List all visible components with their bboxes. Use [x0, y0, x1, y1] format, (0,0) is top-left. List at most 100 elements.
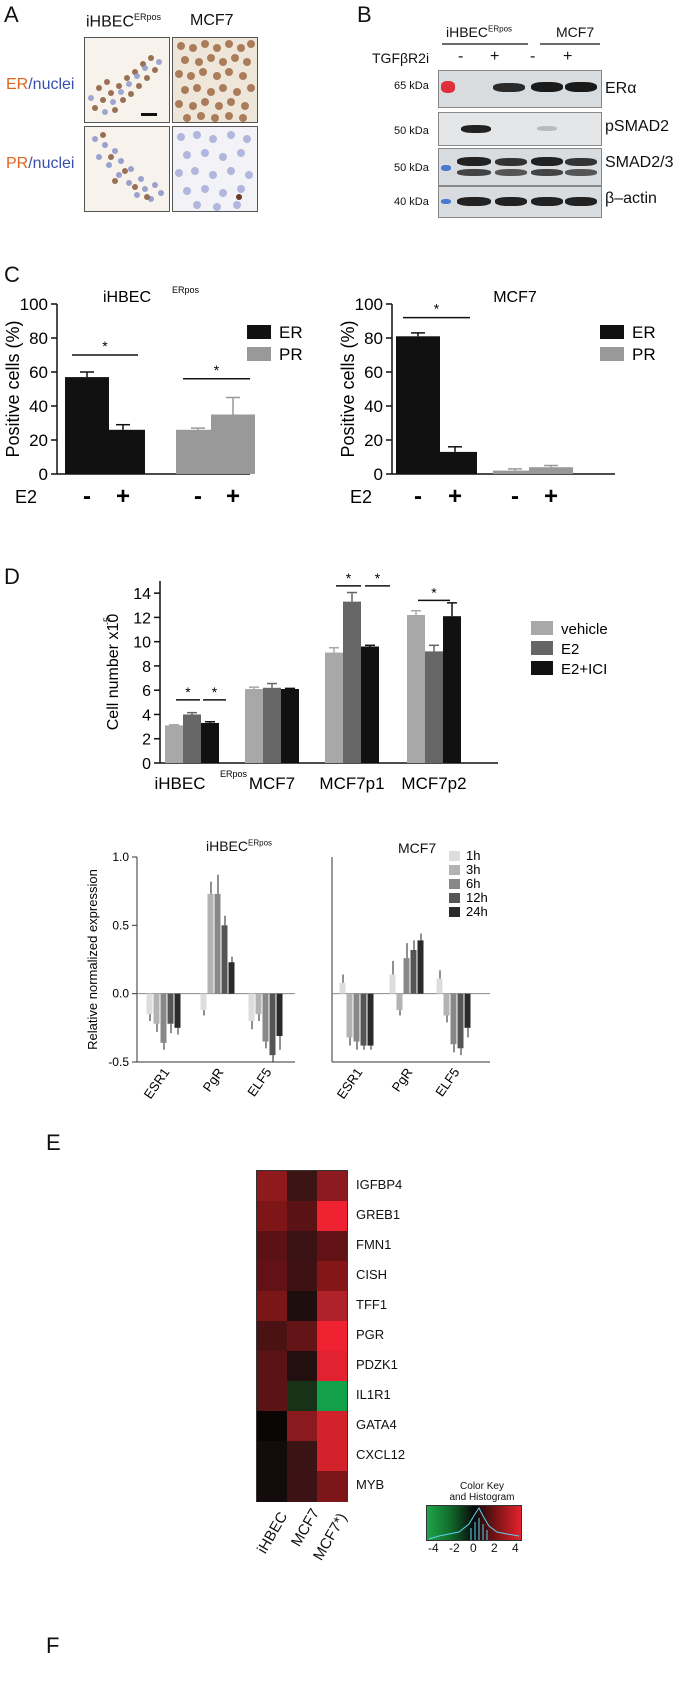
c-right-legend-label-ER: ER	[632, 323, 656, 342]
heatmap-gene-IGFBP4: IGFBP4	[356, 1177, 403, 1192]
e-left-bar-24h-PgR	[228, 962, 235, 994]
heatmap-cell-MYB-2	[317, 1471, 347, 1502]
c-left-title-text: iHBEC	[103, 289, 151, 306]
e-right-bar-6h-PgR	[403, 958, 410, 994]
d-legend-swatch-E2+ICI	[531, 661, 553, 675]
e-right-legend-swatch-12h	[449, 893, 460, 903]
e-title-left: iHBECERpos	[206, 838, 272, 854]
band-actin-3	[531, 197, 563, 206]
e-right-bar-6h-ELF5	[450, 993, 457, 1045]
row-label-er-marker: ER	[6, 76, 29, 93]
d-bar-E2+ICI-iHBEC	[201, 722, 219, 763]
d-ylabel-sup: -5	[102, 617, 112, 625]
micrograph-mcf7-er	[172, 37, 258, 123]
protein-actin: β–actin	[605, 190, 657, 207]
e-right-bar-12h-ELF5	[457, 993, 464, 1049]
micrograph-ihbec-pr-cells	[92, 132, 164, 202]
d-sig-ihbec-1-star: *	[185, 684, 191, 700]
heatmap-cell-IGFBP4-1	[287, 1171, 317, 1202]
blot-smad23	[438, 148, 602, 186]
heatmap-cell-CXCL12-2	[317, 1441, 347, 1472]
e-right-bar-1h-PgR	[389, 974, 396, 994]
d-ytick-label-0: 0	[142, 756, 151, 773]
e-right-bar-3h-PgR	[396, 993, 403, 1011]
heatmap-gene-PGR: PGR	[356, 1327, 385, 1342]
e-left-bar-3h-PgR	[207, 893, 214, 994]
c-left-x-sign-1: +	[116, 483, 130, 510]
heatmap-cell-PDZK1-1	[287, 1351, 317, 1382]
c-left-legend-label-ER: ER	[279, 323, 303, 342]
colorkey-gradient	[426, 1505, 522, 1541]
c-left-sig-pr-star: *	[214, 362, 220, 378]
e-right-bar-3h-ELF5	[443, 993, 450, 1016]
ladder-band-blue-1	[441, 165, 451, 171]
blot-psmad2	[438, 112, 602, 146]
e-right-legend-swatch-24h	[449, 907, 460, 917]
heatmap-gene-GREB1: GREB1	[356, 1207, 401, 1222]
micrograph-mcf7-pr-cells	[175, 131, 253, 211]
d-bar-E2-MCF7	[263, 687, 281, 763]
heatmap-cell-IL1R1-0	[257, 1381, 287, 1412]
heatmap-cell-FMN1-0	[257, 1231, 287, 1262]
c-left-ylabel: Positive cells (%)	[3, 320, 23, 457]
d-ytick-label-14: 14	[133, 586, 151, 603]
e-right-bar-6h-ESR1	[353, 993, 360, 1042]
heatmap-cell-IGFBP4-2	[317, 1171, 347, 1202]
c-right-ytick-label-20: 20	[364, 431, 383, 450]
col-header-mcf7: MCF7	[190, 12, 234, 29]
blot-header-lines	[442, 43, 600, 45]
mw-label-40: 40 kDa	[394, 196, 429, 208]
c-right-x-sign-0: -	[414, 483, 422, 510]
d-xtick-MCF7p2: MCF7p2	[401, 774, 466, 793]
c-left-sig-er-star: *	[102, 338, 108, 354]
d-ytick-label-10: 10	[133, 635, 151, 652]
d-legend-label-E2+ICI: E2+ICI	[561, 661, 607, 678]
micrograph-ihbec-er-cells	[88, 55, 162, 116]
e-title-left-text: iHBEC	[206, 838, 249, 854]
heatmap-cell-PDZK1-2	[317, 1351, 347, 1382]
heatmap-cell-PGR-1	[287, 1321, 317, 1352]
e-right-xtick-PgR: PgR	[389, 1065, 416, 1094]
heatmap-gene-TFF1: TFF1	[356, 1297, 388, 1312]
e-left-bar-1h-PgR	[200, 993, 207, 1011]
heatmap-cell-MYB-1	[287, 1471, 317, 1502]
d-ylabel-main: Cell number x10	[105, 614, 122, 731]
c-right-legend-swatch-ER	[600, 325, 624, 339]
c-right-legend-label-PR: PR	[632, 345, 656, 364]
e-right-legend-label-6h: 6h	[466, 876, 480, 891]
heatmap-cell-TFF1-0	[257, 1291, 287, 1322]
heatmap-gene-FMN1: FMN1	[356, 1237, 392, 1252]
colorkey-title-1: Color Key	[460, 1481, 504, 1492]
band-smad-1a	[457, 157, 491, 166]
d-bar-E2-MCF7p1	[343, 601, 361, 763]
c-left-bar-ER-1	[101, 429, 145, 474]
panel-letter-d: D	[4, 564, 20, 589]
blot-sign-3: -	[530, 48, 536, 65]
e-left-ytick-label-0.0: 0.0	[112, 987, 129, 1001]
colorkey-tick-4: 4	[512, 1541, 519, 1555]
e-right-bar-24h-ESR1	[367, 993, 374, 1046]
d-sig-p2-star: *	[431, 584, 437, 600]
heatmap-gene-CISH: CISH	[356, 1267, 388, 1282]
blot-header-ihbec-sup: ERpos	[488, 24, 513, 34]
heatmap-cell-CXCL12-1	[287, 1441, 317, 1472]
c-right-ytick-label-80: 80	[364, 329, 383, 348]
heatmap-grid	[256, 1170, 348, 1502]
ladder-band-red	[441, 81, 455, 93]
blot-era	[438, 70, 602, 108]
c-left-title-sup: ERpos	[172, 285, 200, 295]
c-left-ytick-label-40: 40	[29, 397, 48, 416]
heatmap-cell-GATA4-1	[287, 1411, 317, 1442]
c-right-sig-er-star: *	[434, 301, 440, 317]
heatmap-cell-GREB1-1	[287, 1201, 317, 1232]
e-right-bar-1h-ESR1	[339, 982, 346, 994]
colorkey-title-2: and Histogram	[449, 1492, 515, 1503]
mw-label-50a: 50 kDa	[394, 125, 429, 137]
heatmap-gene-MYB: MYB	[356, 1477, 385, 1492]
heatmap-cell-PGR-2	[317, 1321, 347, 1352]
e-right-legend-label-12h: 12h	[466, 890, 488, 905]
